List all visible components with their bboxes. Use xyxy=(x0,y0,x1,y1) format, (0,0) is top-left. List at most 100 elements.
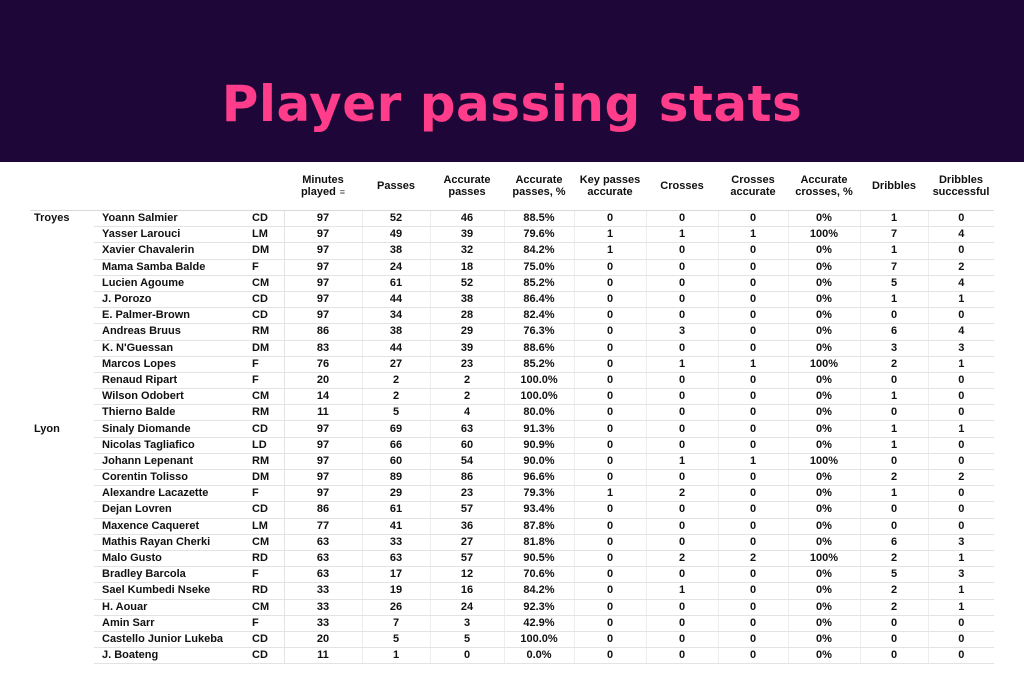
table-row[interactable]: Thierno Balde RM 11 5 4 80.0% 0 0 0 0% 0 0 xyxy=(30,404,994,422)
player-name-cell: Dejan Lovren xyxy=(94,501,246,519)
column-header[interactable]: Accurate passes, % xyxy=(504,162,574,211)
stat-cell: 4 xyxy=(927,323,994,341)
stat-cell: 0% xyxy=(787,469,860,487)
stat-cell: 33 xyxy=(283,599,362,616)
column-header[interactable]: Key passes accurate xyxy=(574,162,646,211)
stat-cell: 0 xyxy=(645,275,718,292)
stat-cell: 75.0% xyxy=(503,259,574,276)
table-row[interactable]: Mathis Rayan Cherki CM 63 33 27 81.8% 0 0 0 0% 6 3 xyxy=(30,534,994,551)
stat-cell: 0% xyxy=(787,485,860,503)
stat-cell: 0 xyxy=(927,615,994,632)
table-row[interactable]: Dejan Lovren CD 86 61 57 93.4% 0 0 0 0% 0 0 xyxy=(30,501,994,519)
stat-cell: 0 xyxy=(645,501,718,519)
position-cell: CD xyxy=(246,420,285,438)
column-header[interactable]: Crosses xyxy=(646,162,718,211)
table-row[interactable]: Mama Samba Balde F 97 24 18 75.0% 0 0 0 0% 7 2 xyxy=(30,259,994,276)
table-row[interactable]: Sael Kumbedi Nseke RD 33 19 16 84.2% 0 1 0 0% 2 1 xyxy=(30,582,994,600)
stat-cell: 0 xyxy=(859,501,928,519)
stat-cell: 44 xyxy=(361,340,430,357)
team-name-cell xyxy=(30,372,94,388)
player-name-cell: Marcos Lopes xyxy=(94,356,246,373)
stat-cell: 69 xyxy=(361,420,430,438)
stat-cell: 0 xyxy=(573,404,646,422)
stat-cell: 86 xyxy=(283,501,362,519)
table-row[interactable]: Johann Lepenant RM 97 60 54 90.0% 0 1 1 100% 0 0 xyxy=(30,453,994,471)
table-row[interactable]: Castello Junior Lukeba CD 20 5 5 100.0% 0 0 0 0% 0… xyxy=(30,631,994,649)
team-name-cell: Troyes xyxy=(30,209,94,227)
column-header[interactable]: Passes xyxy=(362,162,430,211)
table-row[interactable]: Malo Gusto RD 63 63 57 90.5% 0 2 2 100% 2 1 xyxy=(30,550,994,568)
stat-cell: 39 xyxy=(429,340,504,357)
column-header[interactable]: Accurate crosses, % xyxy=(788,162,860,211)
stat-cell: 17 xyxy=(361,566,430,584)
column-header-label: Crosses xyxy=(660,180,704,192)
stat-cell: 89 xyxy=(361,469,430,487)
position-cell: RM xyxy=(246,404,285,422)
stat-cell: 0 xyxy=(645,242,718,260)
stat-cell: 0 xyxy=(645,209,718,228)
team-name-cell xyxy=(30,486,94,502)
table-row[interactable]: Troyes Yoann Salmier CD 97 52 46 88.5% 0 0 0 0% 1 0 xyxy=(30,209,994,228)
stat-cell: 61 xyxy=(361,501,430,519)
table-row[interactable]: H. Aouar CM 33 26 24 92.3% 0 0 0 0% 2 1 xyxy=(30,599,994,616)
table-row[interactable]: Renaud Ripart F 20 2 2 100.0% 0 0 0 0% 0 0 xyxy=(30,372,994,390)
table-row[interactable]: E. Palmer-Brown CD 97 34 28 82.4% 0 0 0 0% 0 0 xyxy=(30,307,994,325)
position-cell: DM xyxy=(246,469,285,487)
stat-cell: 97 xyxy=(283,291,362,309)
stat-cell: 3 xyxy=(927,566,994,584)
table-row[interactable]: Maxence Caqueret LM 77 41 36 87.8% 0 0 0 0% 0 0 xyxy=(30,518,994,535)
table-row[interactable]: Nicolas Tagliafico LD 97 66 60 90.9% 0 0 0 0% 1 0 xyxy=(30,437,994,454)
stat-cell: 14 xyxy=(283,388,362,406)
stat-cell: 63 xyxy=(283,550,362,568)
team-name-cell xyxy=(30,518,94,534)
column-header[interactable]: Crosses accurate xyxy=(718,162,788,211)
stat-cell: 0 xyxy=(573,372,646,390)
stat-cell: 0.0% xyxy=(503,647,574,665)
table-row[interactable]: Marcos Lopes F 76 27 23 85.2% 0 1 1 100% 2 1 xyxy=(30,356,994,373)
table-row[interactable]: Lyon Sinaly Diomande CD 97 69 63 91.3% 0 0 0 0% 1 1 xyxy=(30,420,994,438)
team-name-cell xyxy=(30,631,94,647)
stat-cell: 1 xyxy=(927,582,994,600)
stat-cell: 16 xyxy=(429,582,504,600)
table-row[interactable]: Alexandre Lacazette F 97 29 23 79.3% 1 2 0 0% 1 0 xyxy=(30,485,994,503)
column-header[interactable]: Dribbles successful xyxy=(928,162,994,211)
table-row[interactable]: Lucien Agoume CM 97 61 52 85.2% 0 0 0 0% 5 4 xyxy=(30,275,994,292)
sort-icon[interactable]: ≡ xyxy=(339,187,346,198)
table-row[interactable]: Wilson Odobert CM 14 2 2 100.0% 0 0 0 0% 1 0 xyxy=(30,388,994,406)
stat-cell: 0 xyxy=(927,501,994,519)
stat-cell: 2 xyxy=(429,372,504,390)
stat-cell: 0 xyxy=(859,518,928,535)
table-row[interactable]: Bradley Barcola F 63 17 12 70.6% 0 0 0 0% 5 3 xyxy=(30,566,994,584)
table-row[interactable]: Andreas Bruus RM 86 38 29 76.3% 0 3 0 0% 6 4 xyxy=(30,323,994,341)
stat-cell: 0 xyxy=(927,437,994,454)
table-row[interactable]: Yasser Larouci LM 97 49 39 79.6% 1 1 1 100% 7 4 xyxy=(30,226,994,244)
table-row[interactable]: Xavier Chavalerin DM 97 38 32 84.2% 1 0 0 0% 1 0 xyxy=(30,242,994,260)
stat-cell: 52 xyxy=(429,275,504,292)
stat-cell: 66 xyxy=(361,437,430,454)
column-header[interactable]: Minutes played ≡ xyxy=(284,162,362,211)
table-row[interactable]: J. Porozo CD 97 44 38 86.4% 0 0 0 0% 1 1 xyxy=(30,291,994,309)
stat-cell: 100% xyxy=(787,356,860,373)
stat-cell: 0% xyxy=(787,372,860,390)
table-row[interactable]: Amin Sarr F 33 7 3 42.9% 0 0 0 0% 0 0 xyxy=(30,615,994,632)
stat-cell: 0 xyxy=(573,534,646,551)
stat-cell: 1 xyxy=(645,453,718,471)
stat-cell: 27 xyxy=(429,534,504,551)
stat-cell: 60 xyxy=(429,437,504,454)
stat-cell: 34 xyxy=(361,307,430,325)
table-row[interactable]: Corentin Tolisso DM 97 89 86 96.6% 0 0 0 0% 2 2 xyxy=(30,469,994,487)
stat-cell: 0 xyxy=(573,501,646,519)
stat-cell: 0 xyxy=(717,242,788,260)
stat-cell: 0 xyxy=(645,340,718,357)
table-row[interactable]: J. Boateng CD 11 1 0 0.0% 0 0 0 0% 0 0 xyxy=(30,647,994,665)
stat-cell: 1 xyxy=(361,647,430,665)
stat-cell: 90.0% xyxy=(503,453,574,471)
column-header[interactable]: Accurate passes xyxy=(430,162,504,211)
stat-cell: 57 xyxy=(429,501,504,519)
table-row[interactable]: K. N'Guessan DM 83 44 39 88.6% 0 0 0 0% 3 3 xyxy=(30,340,994,357)
stat-cell: 0 xyxy=(645,647,718,665)
player-name-cell: E. Palmer-Brown xyxy=(94,307,246,325)
column-header[interactable]: Dribbles xyxy=(860,162,928,211)
stat-cell: 0 xyxy=(927,485,994,503)
stat-cell: 29 xyxy=(361,485,430,503)
